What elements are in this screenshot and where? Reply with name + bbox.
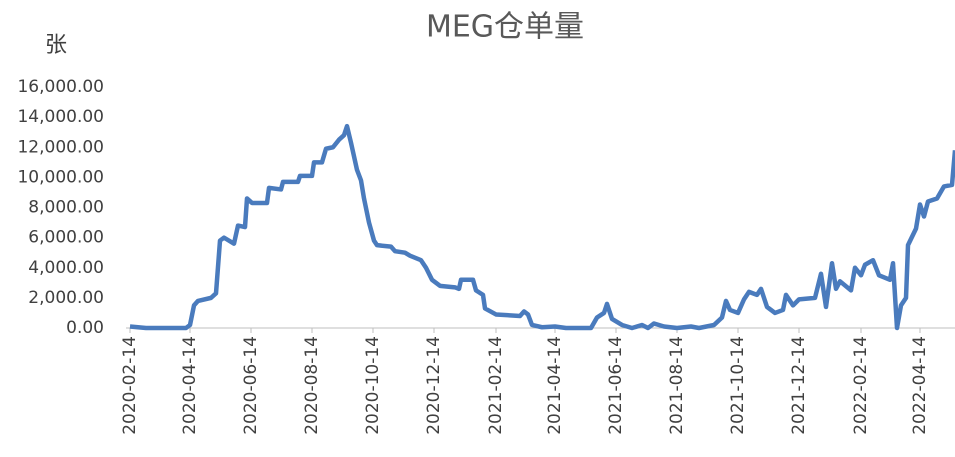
x-tick-label: 2021-10-14 [728, 336, 748, 435]
y-tick-label: 16,000.00 [17, 77, 104, 97]
x-tick-label: 2021-02-14 [486, 336, 506, 435]
y-tick-label: 10,000.00 [17, 167, 104, 187]
chart-title: MEG仓单量 [426, 10, 584, 45]
x-tick-label: 2020-12-14 [424, 336, 444, 435]
y-tick-label: 8,000.00 [28, 198, 104, 218]
x-tick-label: 2020-06-14 [241, 336, 261, 435]
x-tick-label: 2020-02-14 [120, 336, 140, 435]
y-tick-label: 12,000.00 [17, 137, 104, 157]
y-tick-label: 4,000.00 [28, 258, 104, 278]
y-tick-label: 6,000.00 [28, 228, 104, 248]
x-tick-label: 2021-06-14 [606, 336, 626, 435]
x-tick-label: 2022-02-14 [851, 336, 871, 435]
x-tick-label: 2022-04-14 [910, 336, 930, 435]
x-tick-label: 2021-08-14 [667, 336, 687, 435]
x-tick-label: 2021-04-14 [545, 336, 565, 435]
x-tick-label: 2020-04-14 [180, 336, 200, 435]
line-series [129, 123, 955, 331]
y-axis-unit: 张 [45, 33, 67, 58]
y-tick-label: 14,000.00 [17, 107, 104, 127]
x-tick-label: 2021-12-14 [789, 336, 809, 435]
x-tick-label: 2020-10-14 [363, 336, 383, 435]
y-tick-label: 0.00 [66, 318, 104, 338]
y-tick-label: 2,000.00 [28, 288, 104, 308]
x-tick-label: 2020-08-14 [302, 336, 322, 435]
